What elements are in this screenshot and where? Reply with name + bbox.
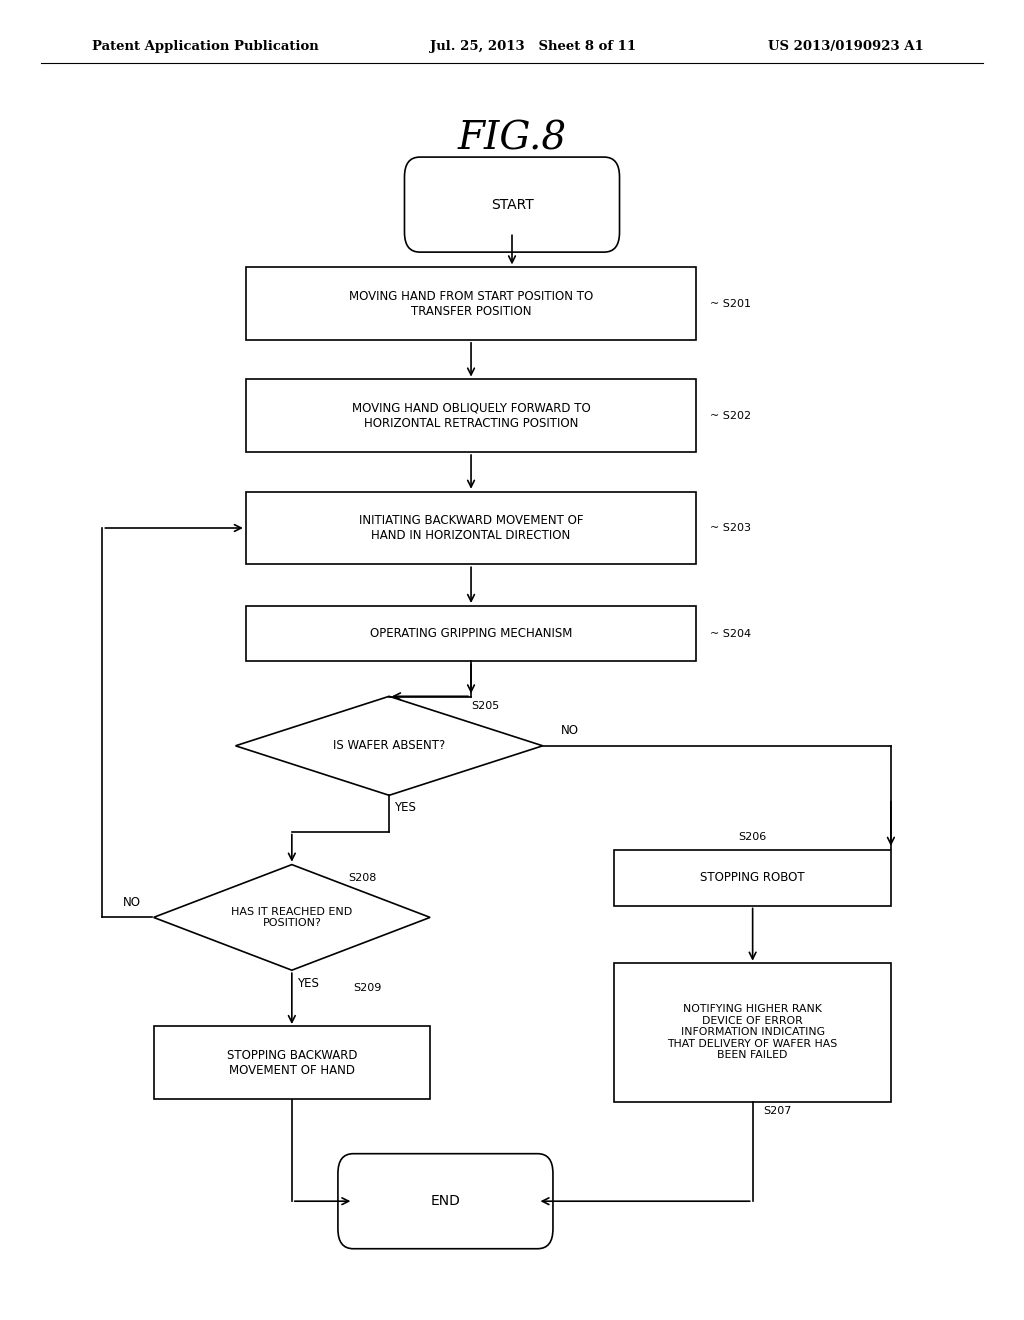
Text: NOTIFYING HIGHER RANK
DEVICE OF ERROR
INFORMATION INDICATING
THAT DELIVERY OF WA: NOTIFYING HIGHER RANK DEVICE OF ERROR IN…	[668, 1005, 838, 1060]
Bar	[154, 1027, 430, 1098]
Text: OPERATING GRIPPING MECHANISM: OPERATING GRIPPING MECHANISM	[370, 627, 572, 640]
Text: S206: S206	[738, 832, 767, 842]
Text: YES: YES	[297, 977, 318, 990]
Text: YES: YES	[394, 801, 416, 814]
Text: STOPPING BACKWARD
MOVEMENT OF HAND: STOPPING BACKWARD MOVEMENT OF HAND	[226, 1048, 357, 1077]
Text: ~ S203: ~ S203	[710, 523, 751, 533]
Text: NO: NO	[123, 896, 141, 909]
Bar	[246, 606, 696, 661]
Text: ~ S204: ~ S204	[710, 628, 751, 639]
Bar	[246, 491, 696, 565]
Text: S205: S205	[471, 701, 500, 711]
Text: END: END	[430, 1195, 461, 1208]
Text: IS WAFER ABSENT?: IS WAFER ABSENT?	[333, 739, 445, 752]
Text: FIG.8: FIG.8	[458, 120, 566, 157]
Text: Patent Application Publication: Patent Application Publication	[92, 40, 318, 53]
FancyBboxPatch shape	[338, 1154, 553, 1249]
Bar	[614, 850, 891, 906]
Text: US 2013/0190923 A1: US 2013/0190923 A1	[768, 40, 924, 53]
Text: HAS IT REACHED END
POSITION?: HAS IT REACHED END POSITION?	[231, 907, 352, 928]
Bar	[614, 964, 891, 1101]
Text: S207: S207	[763, 1106, 792, 1117]
FancyBboxPatch shape	[404, 157, 620, 252]
Text: INITIATING BACKWARD MOVEMENT OF
HAND IN HORIZONTAL DIRECTION: INITIATING BACKWARD MOVEMENT OF HAND IN …	[358, 513, 584, 543]
Text: NO: NO	[561, 723, 580, 737]
Text: STOPPING ROBOT: STOPPING ROBOT	[700, 871, 805, 884]
Text: MOVING HAND OBLIQUELY FORWARD TO
HORIZONTAL RETRACTING POSITION: MOVING HAND OBLIQUELY FORWARD TO HORIZON…	[351, 401, 591, 430]
Text: Jul. 25, 2013   Sheet 8 of 11: Jul. 25, 2013 Sheet 8 of 11	[430, 40, 636, 53]
Text: ~ S201: ~ S201	[710, 298, 751, 309]
Text: S208: S208	[348, 873, 377, 883]
Text: MOVING HAND FROM START POSITION TO
TRANSFER POSITION: MOVING HAND FROM START POSITION TO TRANS…	[349, 289, 593, 318]
Polygon shape	[236, 697, 543, 795]
Polygon shape	[154, 865, 430, 970]
Bar	[246, 267, 696, 339]
Text: S209: S209	[353, 983, 382, 994]
Text: START: START	[490, 198, 534, 211]
Text: ~ S202: ~ S202	[710, 411, 751, 421]
Bar	[246, 379, 696, 451]
